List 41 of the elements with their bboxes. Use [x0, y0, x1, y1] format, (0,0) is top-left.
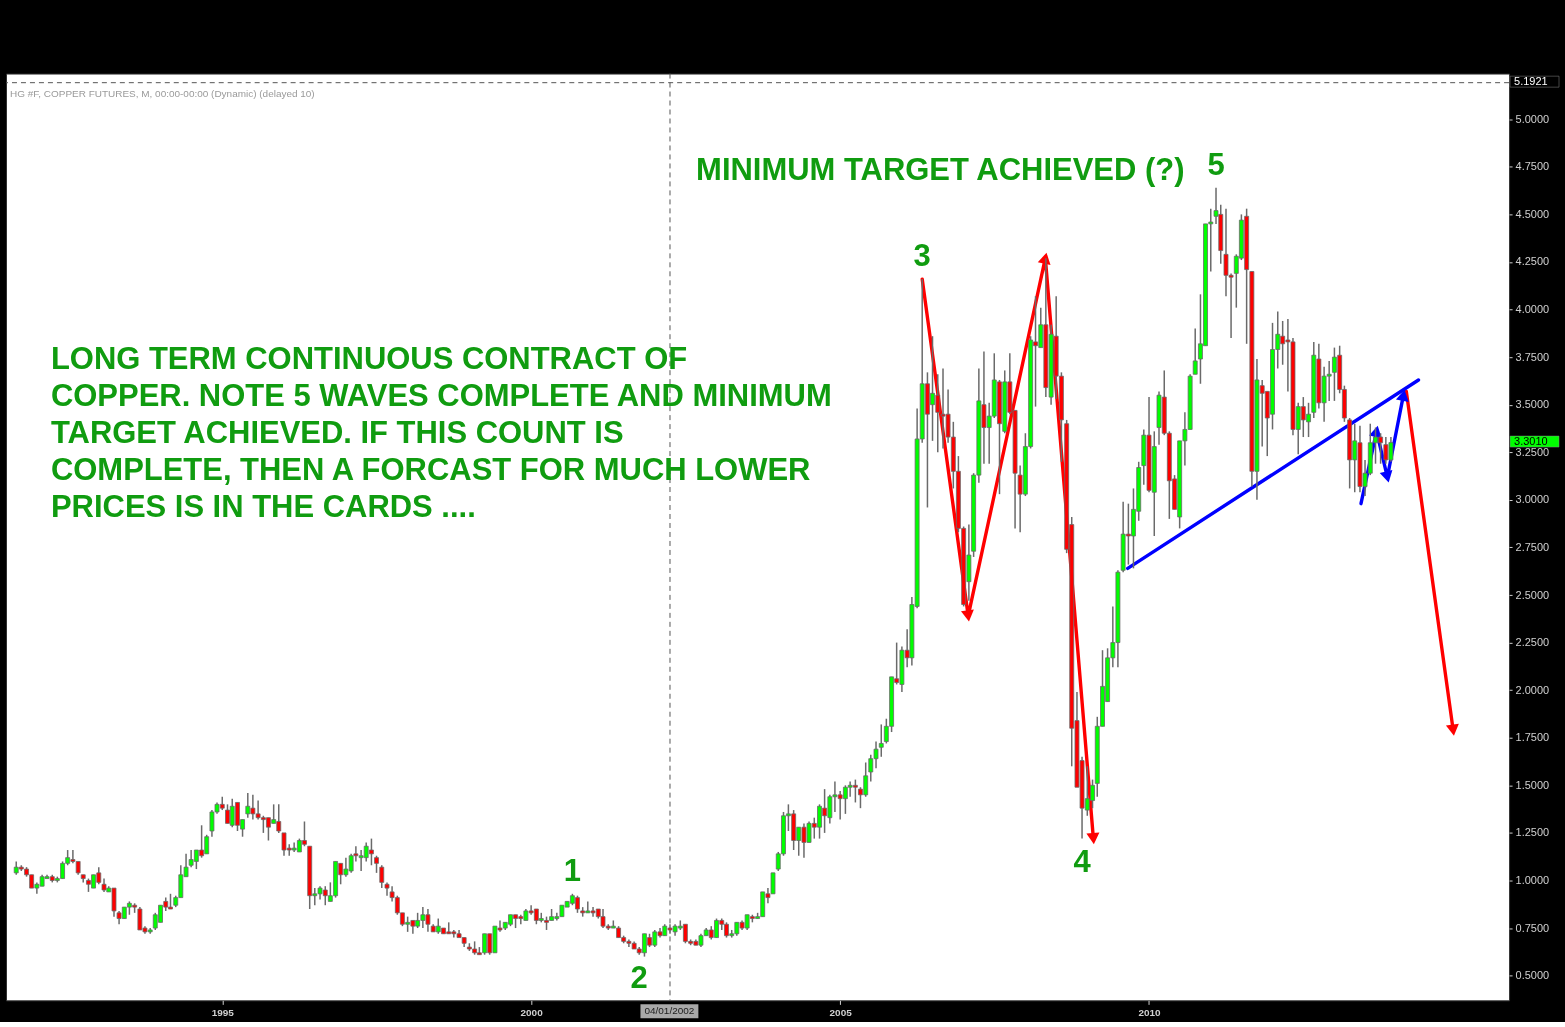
annotation: 1 [563, 852, 582, 888]
point [960, 609, 974, 622]
x-tick-label: 1995 [211, 1006, 235, 1018]
annotation: 3 [913, 238, 931, 274]
y-tick-label: 3.2500 [1515, 445, 1550, 458]
annotation: 4 [1073, 843, 1092, 879]
y-tick-label: 4.2500 [1515, 255, 1550, 268]
y-tick-label: 1.0000 [1515, 873, 1550, 886]
y-tick-label: 0.5000 [1515, 969, 1550, 982]
point [1395, 389, 1409, 402]
ref-line-label: 04/01/2002 [644, 1005, 695, 1017]
x-tick-label: 2000 [520, 1006, 544, 1018]
y-tick-label: 1.7500 [1515, 731, 1550, 744]
candlestick [878, 723, 884, 758]
y-tick-label: 2.5000 [1515, 588, 1550, 601]
annotation: 2 [630, 959, 648, 995]
x-tick-label: 2005 [829, 1006, 853, 1018]
point [1086, 832, 1100, 845]
annotation: MINIMUM TARGET ACHIEVED (?) [696, 152, 1185, 188]
candlestick [1192, 327, 1198, 375]
y-tick-label: 5.0000 [1515, 112, 1550, 125]
y-tick-label: 4.5000 [1515, 207, 1550, 220]
text: HG #F, COPPER FUTURES, M, 00:00-00:00 (Dynamic) (delayed 10) [9, 87, 315, 99]
y-tick-label: 4.0000 [1515, 303, 1550, 316]
y-tick-label: 3.7500 [1515, 350, 1550, 363]
y-tick-label: 3.0000 [1515, 493, 1550, 506]
annotation: LONG TERM CONTINUOUS CONTRACT OF COPPER. NOTE 5 WAVES COMPLETE AND MINIMUM TARGET ACHIEVED. IF THIS COUNT IS COMPLETE, THEN A FORCAST FOR MUCH LOWER PRICES IS IN THE CARDS .... [50, 341, 832, 524]
annotation: 5 [1207, 146, 1225, 182]
y-tick-label: 4.7500 [1515, 160, 1550, 173]
y-tick-label: 2.7500 [1515, 540, 1550, 553]
point [1445, 723, 1459, 736]
text: 3.3010 [1514, 434, 1548, 447]
y-tick-label: 3.5000 [1515, 398, 1550, 411]
ref-line-label: 5.1921 [1514, 74, 1548, 87]
y-tick-label: 1.2500 [1515, 826, 1550, 839]
point [1379, 470, 1393, 483]
y-tick-label: 1.5000 [1515, 778, 1550, 791]
x-tick-label: 2010 [1138, 1006, 1162, 1018]
y-tick-label: 2.0000 [1515, 683, 1550, 696]
y-tick-label: 2.2500 [1515, 636, 1550, 649]
y-tick-label: 0.7500 [1515, 921, 1550, 934]
